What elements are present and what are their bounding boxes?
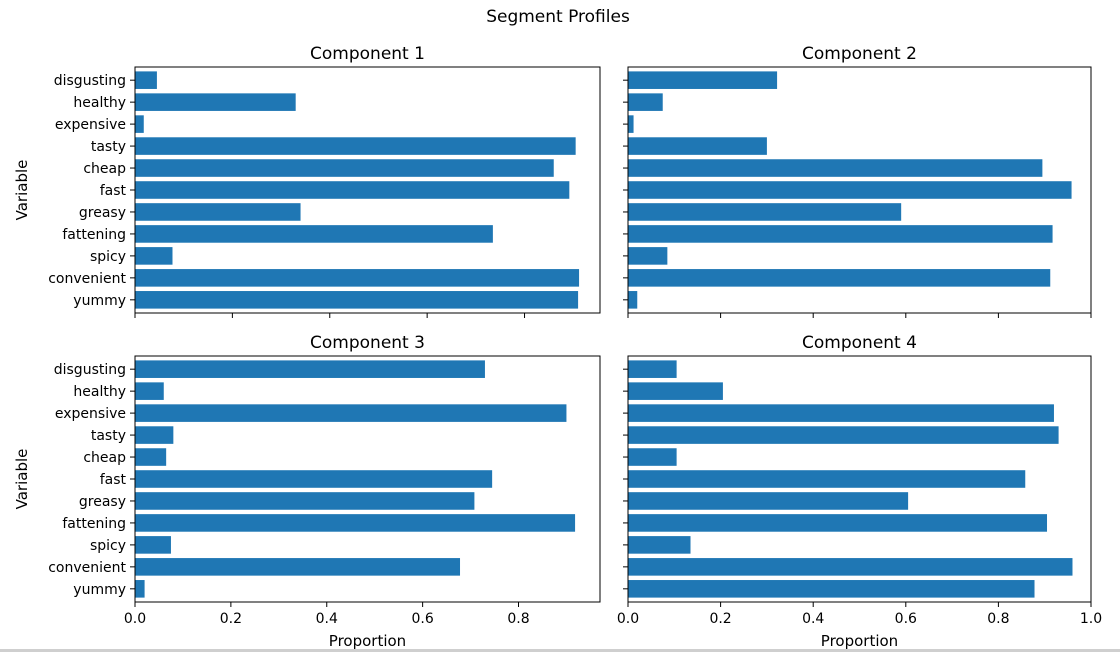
bar-healthy <box>135 382 164 400</box>
bar-convenient <box>135 269 580 287</box>
bar-fast <box>628 470 1026 488</box>
bar-convenient <box>628 269 1051 287</box>
x-tick-label: 0.2 <box>709 611 731 627</box>
bar-spicy <box>628 536 691 554</box>
bar-fattening <box>135 514 576 532</box>
y-tick-label-spicy: spicy <box>90 249 126 265</box>
x-tick-label: 0.4 <box>316 611 338 627</box>
bar-cheap <box>628 159 1043 177</box>
bar-fast <box>628 181 1072 199</box>
bar-greasy <box>628 492 909 510</box>
y-tick-label-spicy: spicy <box>90 538 126 554</box>
x-tick-label: 0.4 <box>802 611 824 627</box>
panel-1: Component 1 disgusting healthy expensive tas… <box>13 44 601 318</box>
bar-yummy <box>628 291 638 309</box>
panel-title: Component 3 <box>310 333 425 353</box>
y-tick-label-tasty: tasty <box>91 428 126 444</box>
y-tick-label-fattening: fattening <box>62 227 126 243</box>
x-tick-label: 0.0 <box>124 611 146 627</box>
x-tick-label: 0.6 <box>895 611 917 627</box>
bar-fast <box>135 181 570 199</box>
panel-title: Component 1 <box>310 44 425 64</box>
y-tick-label-tasty: tasty <box>91 139 126 155</box>
y-tick-label-fast: fast <box>100 472 127 488</box>
y-tick-label-cheap: cheap <box>83 450 126 466</box>
bar-tasty <box>628 426 1059 444</box>
bar-tasty <box>135 137 576 155</box>
panel-4: Component 4 0.0 0.2 0.4 0.6 0.8 1.0 Proportion <box>617 333 1102 650</box>
panel-3: Component 3 disgusting healthy expensive tas… <box>13 333 601 650</box>
y-tick-label-healthy: healthy <box>73 384 126 400</box>
x-tick-label: 0.2 <box>220 611 242 627</box>
x-tick-label: 0.8 <box>507 611 529 627</box>
y-tick-label-cheap: cheap <box>83 161 126 177</box>
y-tick-label-disgusting: disgusting <box>54 362 126 378</box>
window-bottom-edge <box>0 649 1120 652</box>
y-tick-label-healthy: healthy <box>73 95 126 111</box>
bar-cheap <box>135 159 554 177</box>
bar-disgusting <box>135 71 157 89</box>
bar-expensive <box>135 404 567 422</box>
bar-expensive <box>628 115 634 133</box>
x-tick-label: 0.6 <box>411 611 433 627</box>
y-tick-label-greasy: greasy <box>79 494 126 510</box>
panel-title: Component 4 <box>802 333 917 353</box>
x-tick-label: 1.0 <box>1080 611 1102 627</box>
bar-spicy <box>135 536 171 554</box>
bar-spicy <box>135 247 173 265</box>
bar-convenient <box>135 558 461 576</box>
bar-convenient <box>628 558 1073 576</box>
bar-cheap <box>628 448 677 466</box>
y-axis-label: Variable <box>13 160 31 221</box>
panel-title: Component 2 <box>802 44 917 64</box>
y-axis-label: Variable <box>13 449 31 510</box>
x-axis-label: Proportion <box>821 632 898 650</box>
y-tick-label-fast: fast <box>100 183 127 199</box>
bar-yummy <box>135 580 145 598</box>
bar-expensive <box>135 115 144 133</box>
y-tick-label-expensive: expensive <box>55 406 126 422</box>
x-axis-label: Proportion <box>329 632 406 650</box>
bar-cheap <box>135 448 167 466</box>
bar-expensive <box>628 404 1054 422</box>
y-tick-label-convenient: convenient <box>48 560 126 576</box>
y-tick-label-expensive: expensive <box>55 117 126 133</box>
y-tick-label-fattening: fattening <box>62 516 126 532</box>
panel-2: Component 2 <box>623 44 1092 318</box>
bar-healthy <box>628 382 723 400</box>
y-tick-label-disgusting: disgusting <box>54 73 126 89</box>
bar-disgusting <box>135 360 485 378</box>
bar-yummy <box>628 580 1035 598</box>
bar-yummy <box>135 291 579 309</box>
y-tick-label-convenient: convenient <box>48 271 126 287</box>
bar-disgusting <box>628 71 778 89</box>
y-tick-label-yummy: yummy <box>73 293 126 309</box>
bar-fattening <box>135 225 493 243</box>
bar-fattening <box>628 225 1053 243</box>
bar-fattening <box>628 514 1048 532</box>
bar-greasy <box>628 203 902 221</box>
y-tick-label-greasy: greasy <box>79 205 126 221</box>
bar-greasy <box>135 492 475 510</box>
bar-healthy <box>135 93 296 111</box>
bar-disgusting <box>628 360 677 378</box>
figure-title: Segment Profiles <box>486 7 630 27</box>
x-tick-label: 0.8 <box>987 611 1009 627</box>
bar-healthy <box>628 93 663 111</box>
bar-spicy <box>628 247 668 265</box>
bar-tasty <box>135 426 174 444</box>
bar-greasy <box>135 203 301 221</box>
bar-fast <box>135 470 493 488</box>
y-tick-label-yummy: yummy <box>73 582 126 598</box>
bar-tasty <box>628 137 767 155</box>
x-tick-label: 0.0 <box>617 611 639 627</box>
